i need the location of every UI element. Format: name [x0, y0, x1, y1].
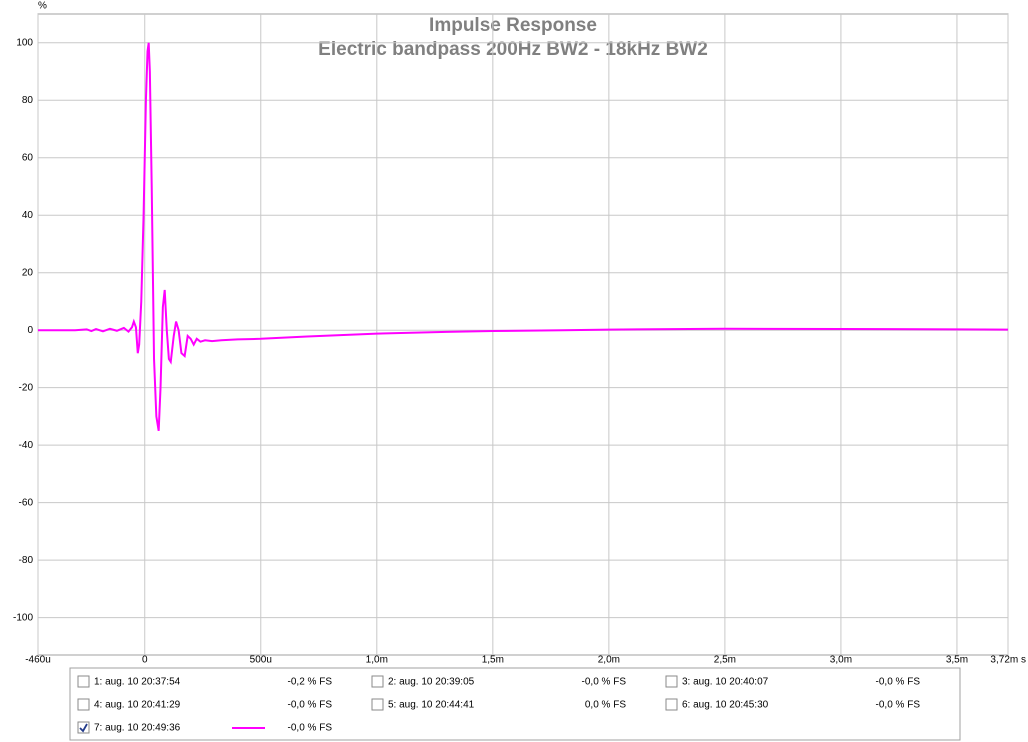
legend-level: -0,0 % FS — [876, 677, 921, 688]
x-tick-label: -460u — [25, 655, 51, 666]
y-tick-label: -20 — [19, 382, 34, 393]
y-tick-label: 100 — [16, 37, 33, 48]
legend-label: 6: aug. 10 20:45:30 — [682, 700, 769, 711]
legend-level: -0,0 % FS — [288, 700, 333, 711]
plot-area — [37, 13, 1009, 656]
x-tick-label: 1,0m — [366, 655, 388, 666]
legend-level: 0,0 % FS — [585, 700, 626, 711]
legend-checkbox[interactable] — [665, 675, 678, 688]
y-tick-label: -40 — [19, 440, 34, 451]
y-tick-label: -80 — [19, 555, 34, 566]
x-tick-label: 2,5m — [714, 655, 736, 666]
x-tick-label: 3,5m — [946, 655, 968, 666]
y-tick-label: 40 — [22, 210, 34, 221]
chart-subtitle: Electric bandpass 200Hz BW2 - 18kHz BW2 — [318, 39, 708, 60]
x-tick-label: 3,72m s — [990, 655, 1026, 666]
y-tick-label: -100 — [13, 612, 33, 623]
x-tick-label: 500u — [250, 655, 272, 666]
y-unit: % — [38, 1, 47, 12]
legend-level: -0,0 % FS — [582, 677, 627, 688]
data-line — [38, 42, 1009, 431]
legend-label: 3: aug. 10 20:40:07 — [682, 677, 769, 688]
legend-checkbox[interactable] — [665, 698, 678, 711]
legend-level: -0,0 % FS — [288, 723, 333, 734]
legend-checkbox[interactable] — [371, 675, 384, 688]
legend-box — [69, 667, 961, 741]
y-tick-label: 80 — [22, 95, 34, 106]
legend-label: 1: aug. 10 20:37:54 — [94, 677, 181, 688]
legend-label: 2: aug. 10 20:39:05 — [388, 677, 475, 688]
y-tick-label: 0 — [27, 325, 33, 336]
legend-level: -0,2 % FS — [288, 677, 333, 688]
legend-level: -0,0 % FS — [876, 700, 921, 711]
legend-checkbox[interactable] — [77, 675, 90, 688]
legend-checkbox[interactable] — [77, 698, 90, 711]
legend-label: 4: aug. 10 20:41:29 — [94, 700, 181, 711]
legend-checkbox[interactable] — [371, 698, 384, 711]
x-tick-label: 2,0m — [598, 655, 620, 666]
x-tick-label: 1,5m — [482, 655, 504, 666]
chart-title: Impulse Response — [429, 15, 597, 36]
legend-check — [79, 723, 88, 733]
y-tick-label: 20 — [22, 267, 34, 278]
x-tick-label: 0 — [142, 655, 148, 666]
x-tick-label: 3,0m — [830, 655, 852, 666]
y-tick-label: -60 — [19, 497, 34, 508]
y-tick-label: 60 — [22, 152, 34, 163]
legend-checkbox[interactable] — [77, 721, 90, 734]
legend-label: 5: aug. 10 20:44:41 — [388, 700, 475, 711]
legend-label: 7: aug. 10 20:49:36 — [94, 723, 181, 734]
